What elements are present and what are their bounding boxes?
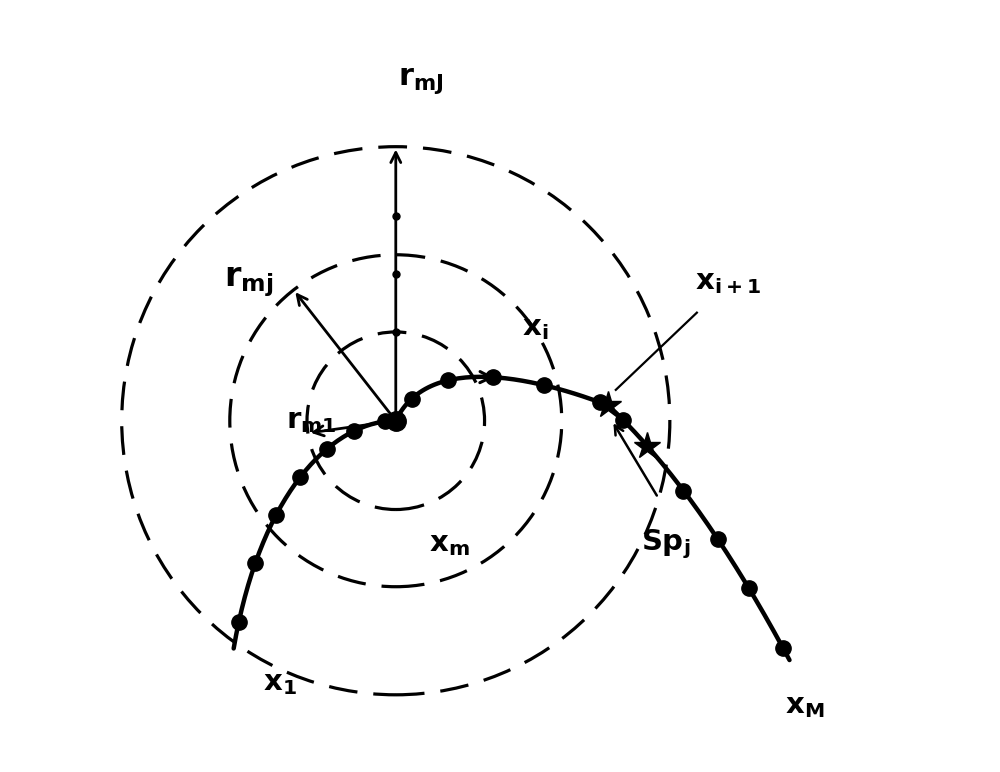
Text: $\mathbf{r_{mj}}$: $\mathbf{r_{mj}}$ bbox=[224, 265, 274, 299]
Text: $\mathbf{r_{mJ}}$: $\mathbf{r_{mJ}}$ bbox=[398, 66, 444, 96]
Text: $\mathbf{x_1}$: $\mathbf{x_1}$ bbox=[263, 669, 297, 697]
Text: $\mathbf{x_{i+1}}$: $\mathbf{x_{i+1}}$ bbox=[695, 268, 761, 296]
Text: $\mathbf{r_{m1}}$: $\mathbf{r_{m1}}$ bbox=[286, 407, 336, 435]
Text: $\mathbf{x_M}$: $\mathbf{x_M}$ bbox=[785, 692, 825, 720]
Text: $\mathbf{x_m}$: $\mathbf{x_m}$ bbox=[429, 530, 470, 558]
Text: $\mathbf{x_i}$: $\mathbf{x_i}$ bbox=[522, 314, 548, 342]
Text: $\mathbf{Sp_j}$: $\mathbf{Sp_j}$ bbox=[641, 527, 691, 561]
